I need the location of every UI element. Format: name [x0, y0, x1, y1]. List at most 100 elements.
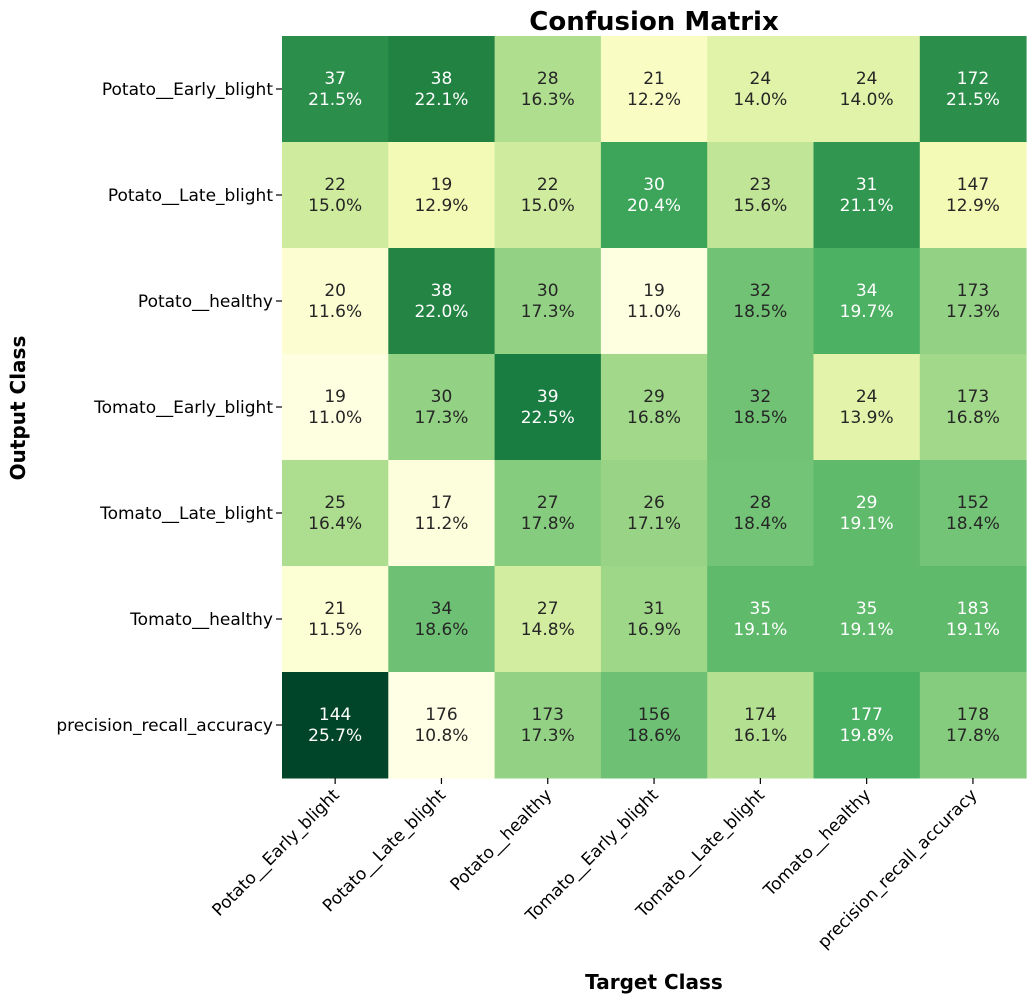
y-tick-label: Tomato__Late_blight: [99, 504, 273, 524]
cell-percent-label: 17.3%: [414, 408, 468, 428]
heatmap-cell: [494, 142, 602, 249]
cell-percent-label: 16.3%: [521, 90, 575, 110]
cell-count-label: 30: [431, 387, 453, 407]
cell-count-label: 38: [431, 281, 453, 301]
cell-count-label: 183: [957, 599, 989, 619]
heatmap-cell: [388, 36, 496, 143]
cell-count-label: 29: [856, 493, 878, 513]
cell-percent-label: 11.6%: [308, 302, 362, 322]
cell-count-label: 19: [643, 281, 665, 301]
x-tick-label: Potato__healthy: [447, 785, 557, 895]
cell-percent-label: 19.1%: [733, 620, 787, 640]
heatmap-cell: [919, 354, 1027, 461]
y-axis-label: Output Class: [6, 336, 30, 481]
cell-count-label: 177: [850, 705, 882, 725]
heatmap-cell: [494, 354, 602, 461]
cell-count-label: 29: [643, 387, 665, 407]
heatmap-cell: [707, 672, 814, 779]
heatmap-cell: [707, 248, 814, 355]
cell-count-label: 21: [324, 599, 346, 619]
cell-count-label: 31: [856, 175, 878, 195]
heatmap-cell: [388, 248, 496, 355]
cell-count-label: 31: [643, 599, 665, 619]
heatmap-cell: [282, 248, 389, 355]
heatmap-cell: [494, 672, 602, 779]
cell-count-label: 173: [957, 281, 989, 301]
cell-count-label: 27: [537, 493, 559, 513]
cell-count-label: 22: [324, 175, 346, 195]
cell-count-label: 34: [431, 599, 453, 619]
heatmap-cell: [600, 672, 708, 779]
cell-count-label: 28: [537, 69, 559, 89]
cell-count-label: 156: [638, 705, 670, 725]
cell-percent-label: 19.8%: [840, 726, 894, 746]
cell-percent-label: 12.9%: [414, 196, 468, 216]
cell-count-label: 25: [324, 493, 346, 513]
cell-count-label: 30: [643, 175, 665, 195]
cell-count-label: 34: [856, 281, 878, 301]
heatmap-cell: [600, 142, 708, 249]
cell-percent-label: 12.2%: [627, 90, 681, 110]
cell-percent-label: 17.8%: [946, 726, 1000, 746]
y-tick-label: Potato__Late_blight: [108, 186, 274, 206]
cell-count-label: 37: [324, 69, 346, 89]
cell-percent-label: 18.6%: [627, 726, 681, 746]
heatmap-cell: [600, 248, 708, 355]
cell-percent-label: 22.0%: [414, 302, 468, 322]
heatmap-cell: [494, 248, 602, 355]
cell-percent-label: 16.8%: [627, 408, 681, 428]
cell-count-label: 173: [532, 705, 564, 725]
cell-count-label: 39: [537, 387, 559, 407]
cell-percent-label: 21.5%: [308, 90, 362, 110]
cell-percent-label: 21.1%: [840, 196, 894, 216]
cell-count-label: 178: [957, 705, 989, 725]
cell-percent-label: 18.5%: [733, 302, 787, 322]
cell-percent-label: 11.2%: [414, 514, 468, 534]
cell-count-label: 38: [431, 69, 453, 89]
cell-percent-label: 16.9%: [627, 620, 681, 640]
heatmap-cell: [388, 142, 496, 249]
cell-count-label: 144: [319, 705, 351, 725]
cell-count-label: 174: [744, 705, 776, 725]
heatmap-cell: [813, 672, 921, 779]
heatmap-cell: [919, 672, 1027, 779]
heatmap-cell: [388, 354, 496, 461]
cell-percent-label: 16.1%: [733, 726, 787, 746]
y-tick-label: Potato__healthy: [138, 292, 273, 312]
chart-title: Confusion Matrix: [529, 7, 779, 37]
cell-percent-label: 18.6%: [414, 620, 468, 640]
cell-count-label: 152: [957, 493, 989, 513]
heatmap-cell: [282, 142, 389, 249]
y-tick-label: precision_recall_accuracy: [56, 716, 273, 736]
cell-percent-label: 19.1%: [946, 620, 1000, 640]
y-tick-label: Tomato__Early_blight: [93, 398, 273, 418]
cell-count-label: 172: [957, 69, 989, 89]
x-axis-ticks: Potato__Early_blightPotato__Late_blightP…: [209, 778, 981, 953]
cell-count-label: 35: [750, 599, 772, 619]
cell-percent-label: 15.0%: [308, 196, 362, 216]
cell-count-label: 28: [750, 493, 772, 513]
cell-count-label: 30: [537, 281, 559, 301]
cell-percent-label: 15.0%: [521, 196, 575, 216]
heatmap-cell: [813, 248, 921, 355]
x-axis-label: Target Class: [585, 970, 723, 994]
cell-percent-label: 18.4%: [733, 514, 787, 534]
cell-percent-label: 17.1%: [627, 514, 681, 534]
cell-count-label: 17: [431, 493, 453, 513]
heatmap-cell: [388, 672, 496, 779]
heatmap-cell: [707, 36, 814, 143]
cell-percent-label: 18.5%: [733, 408, 787, 428]
heatmap-cell: [707, 354, 814, 461]
cell-count-label: 147: [957, 175, 989, 195]
heatmap-cell: [600, 36, 708, 143]
heatmap-cell: [813, 354, 921, 461]
cell-count-label: 173: [957, 387, 989, 407]
heatmap-cell: [388, 460, 496, 567]
cell-count-label: 21: [643, 69, 665, 89]
heatmap-cell: [919, 36, 1027, 143]
cell-percent-label: 17.3%: [521, 726, 575, 746]
heatmap-cell: [707, 566, 814, 673]
heatmap-cell: [600, 354, 708, 461]
cell-count-label: 176: [425, 705, 457, 725]
